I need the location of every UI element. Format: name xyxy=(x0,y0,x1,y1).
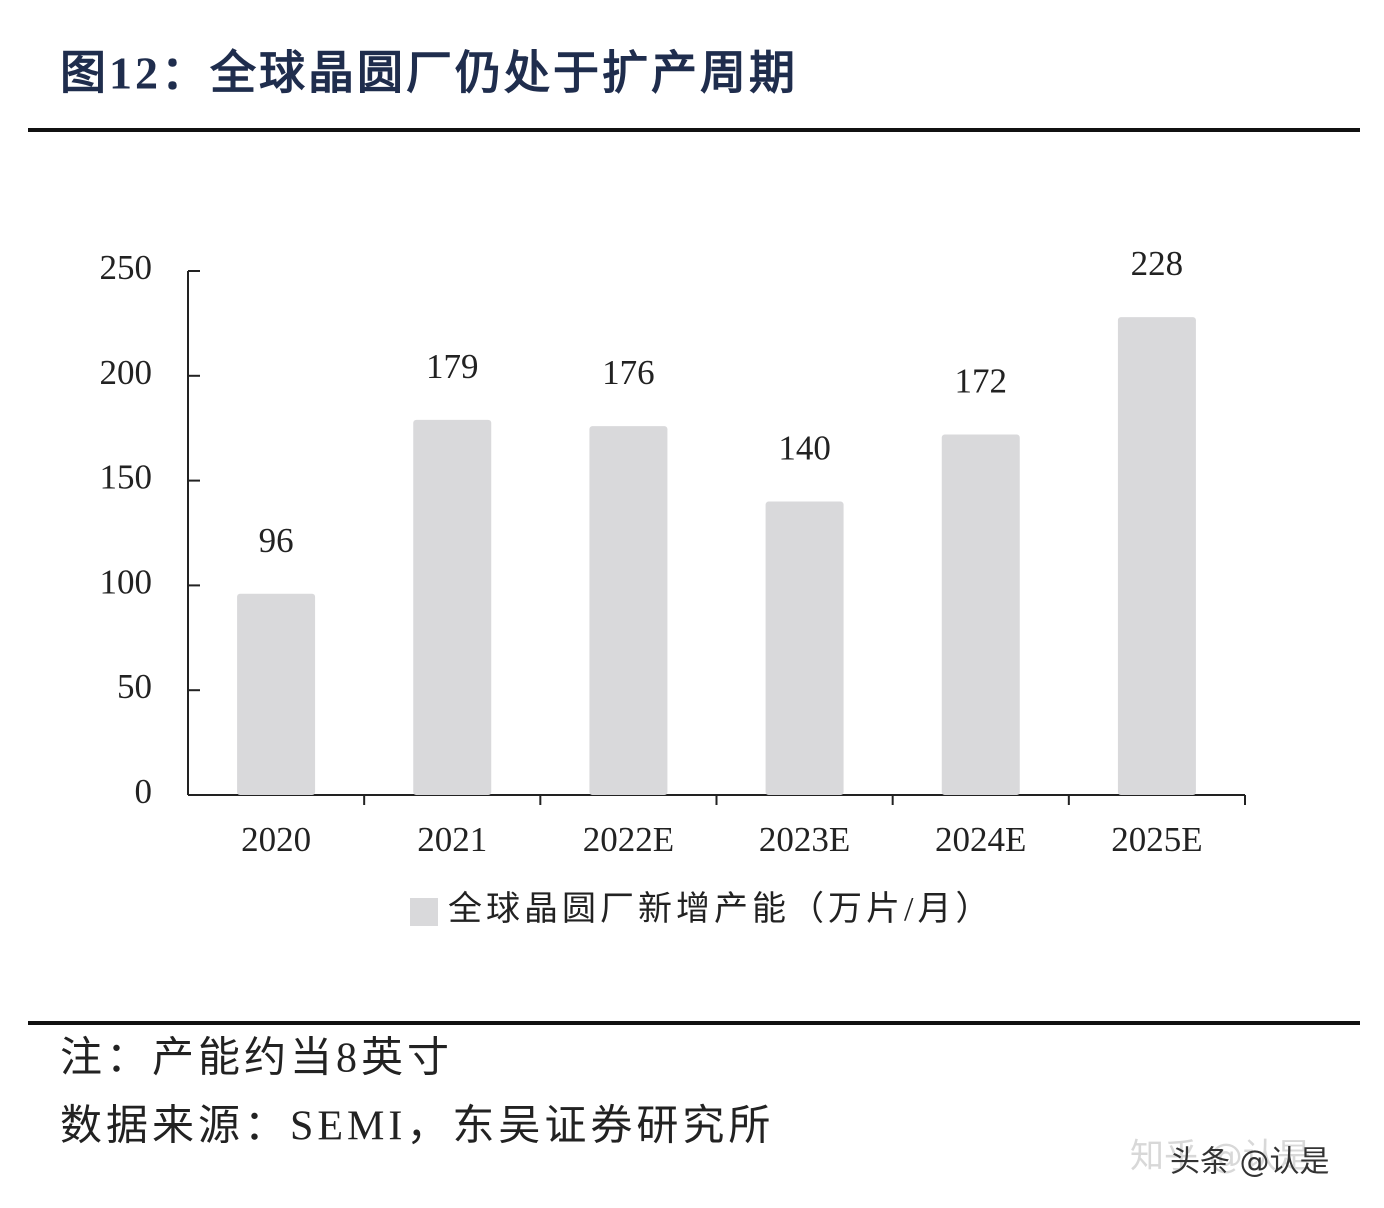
watermark: 头条 @认是 xyxy=(1170,1145,1330,1180)
note: 注：产能约当8英寸 xyxy=(60,1035,453,1082)
chart-title: 图12：全球晶圆厂仍处于扩产周期 xyxy=(60,48,798,99)
y-tick-label: 200 xyxy=(100,353,153,392)
bar xyxy=(589,426,668,795)
y-tick-label: 0 xyxy=(135,772,153,811)
x-tick-label: 2022E xyxy=(583,820,674,859)
bar xyxy=(765,501,844,795)
value-label: 96 xyxy=(259,521,294,560)
x-tick-label: 2021 xyxy=(417,820,487,859)
y-tick-label: 250 xyxy=(100,248,153,287)
watermark: 知乎 @认是 xyxy=(1130,1137,1311,1177)
bar xyxy=(1117,317,1196,795)
value-label: 228 xyxy=(1131,244,1184,283)
legend-label: 全球晶圆厂新增产能（万片/月） xyxy=(448,890,993,928)
bar xyxy=(237,593,316,795)
source: 数据来源：SEMI，东吴证券研究所 xyxy=(60,1103,774,1150)
y-tick-label: 50 xyxy=(117,667,152,706)
value-label: 140 xyxy=(778,429,831,468)
y-tick-label: 150 xyxy=(100,458,153,497)
bar xyxy=(413,419,492,795)
bar xyxy=(941,434,1020,795)
x-tick-label: 2025E xyxy=(1111,820,1202,859)
y-tick-label: 100 xyxy=(100,562,153,601)
x-tick-label: 2023E xyxy=(759,820,850,859)
value-label: 172 xyxy=(955,362,1008,401)
value-label: 179 xyxy=(426,347,479,386)
value-label: 176 xyxy=(602,353,655,392)
x-tick-label: 2024E xyxy=(935,820,1026,859)
legend-swatch xyxy=(410,898,438,926)
x-tick-label: 2020 xyxy=(241,820,311,859)
